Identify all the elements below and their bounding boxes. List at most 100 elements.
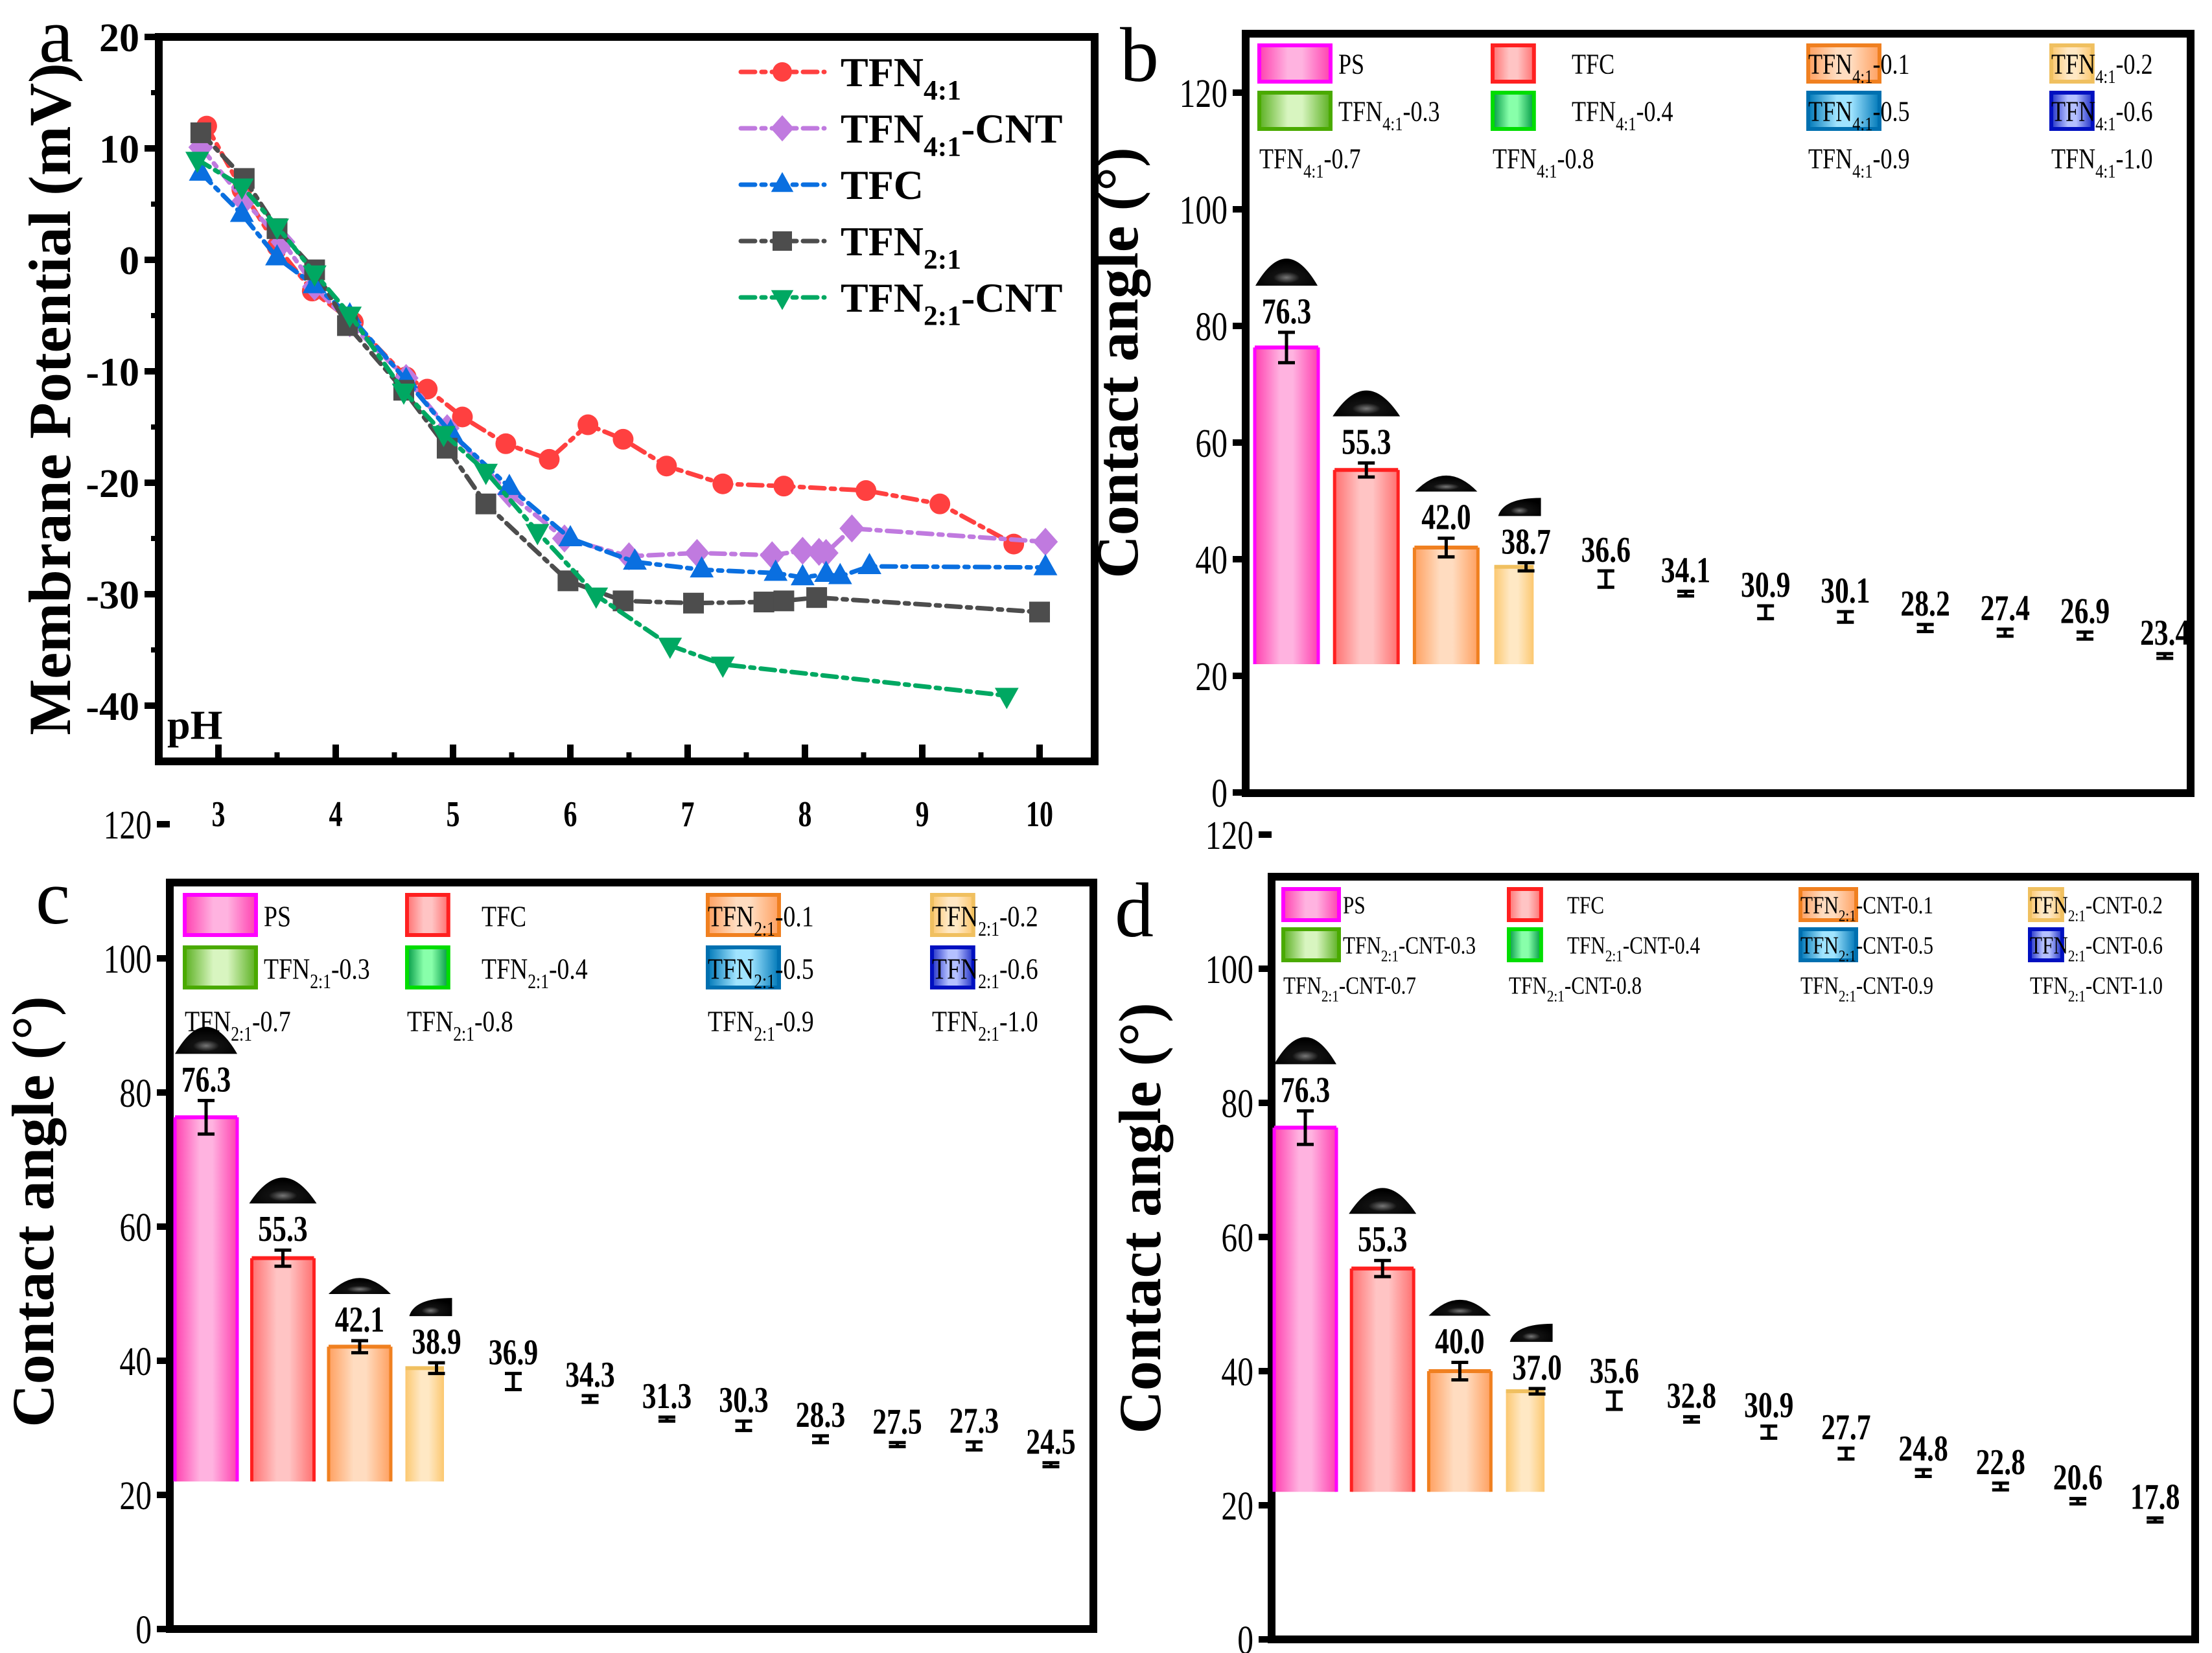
- water-droplet-image: [249, 1177, 317, 1204]
- label-suffix: -0.2: [2115, 48, 2152, 80]
- legend-item: TFN2:1-0.2: [930, 893, 1038, 941]
- legend-swatch: [1491, 43, 1536, 84]
- y-tick-label: 120: [1205, 814, 1253, 858]
- label-main: TFN: [1808, 48, 1852, 80]
- bar: [251, 1258, 314, 1482]
- legend-label: TFN4:1-0.2: [2051, 48, 2153, 87]
- label-main: TFN: [708, 901, 754, 933]
- label-subscript: 2:1: [1547, 988, 1565, 1006]
- bar-group: 26.9: [2060, 590, 2110, 641]
- legend-swatch: [706, 945, 781, 989]
- legend-label: TFN2:1-0.5: [708, 953, 814, 993]
- label-suffix: -0.7: [252, 1006, 291, 1038]
- legend-item: TFN2:1-0.3: [183, 945, 370, 993]
- label-main: TFN: [407, 1006, 453, 1038]
- data-point: [773, 590, 795, 612]
- legend-label: TFN2:1-0.4: [482, 953, 588, 993]
- label-subscript: 4:1: [2095, 113, 2115, 135]
- label-main: TFN: [932, 901, 978, 933]
- data-label: 24.5: [1026, 1421, 1075, 1461]
- legend-label: TFN2:1: [841, 218, 961, 275]
- data-label: 42.1: [335, 1299, 384, 1339]
- y-tick-label: 0: [119, 239, 139, 283]
- label-subscript: 2:1: [924, 300, 961, 331]
- label-subscript: 4:1: [2095, 161, 2115, 182]
- bar-group: 55.3: [1349, 1188, 1417, 1492]
- legend-label: TFN2:1-CNT-0.9: [1800, 972, 1933, 1006]
- bar: [405, 1368, 445, 1482]
- water-droplet-image: [1333, 390, 1401, 417]
- legend-label: TFN4:1-0.5: [1808, 95, 1910, 134]
- label-suffix: -CNT: [961, 106, 1062, 152]
- data-label: 37.0: [1512, 1347, 1561, 1387]
- data-point: [929, 493, 951, 514]
- data-point: [432, 426, 456, 448]
- label-subscript: 2:1: [1605, 947, 1623, 965]
- legend-label: TFN4:1-1.0: [2051, 143, 2153, 181]
- label-subscript: 2:1: [1839, 907, 1856, 925]
- legend-item: TFN4:1-0.8: [1493, 143, 1594, 181]
- data-label: 27.5: [872, 1401, 922, 1441]
- legend-item: TFN4:1-CNT: [738, 106, 1062, 162]
- label-suffix: -CNT-0.5: [1856, 932, 1933, 960]
- legend-label: TFN2:1-0.8: [407, 1006, 513, 1046]
- bar-group: 30.1: [1821, 570, 1870, 624]
- data-point: [690, 556, 714, 578]
- data-label: 20.6: [2053, 1457, 2102, 1497]
- data-label: 36.9: [489, 1332, 538, 1372]
- x-tick-label: 9: [915, 794, 929, 834]
- label-suffix: -CNT-0.3: [1399, 932, 1476, 960]
- data-point: [763, 559, 788, 581]
- water-droplet-image: [1255, 259, 1318, 286]
- label-subscript: 2:1: [1381, 947, 1399, 965]
- data-point: [656, 456, 677, 477]
- legend-marker: [773, 231, 792, 251]
- label-main: TFN: [841, 218, 924, 264]
- data-point: [525, 524, 550, 546]
- label-subscript: 2:1: [2068, 988, 2086, 1006]
- legend-swatch: [1281, 887, 1341, 922]
- label-main: TFC: [482, 901, 526, 933]
- label-subscript: 2:1: [754, 919, 775, 941]
- bar-group: 42.1: [327, 1278, 393, 1482]
- label-main: TFN: [841, 49, 924, 95]
- label-main: TFN: [2051, 95, 2095, 127]
- legend-label: TFC: [482, 901, 526, 933]
- legend-item: TFC: [405, 893, 526, 937]
- bar-group: 37.0: [1506, 1323, 1562, 1492]
- legend-label: TFN2:1-0.6: [932, 953, 1038, 993]
- bar-group: 55.3: [249, 1177, 317, 1482]
- label-suffix: -CNT-1.0: [2086, 972, 2163, 1000]
- bar: [1334, 470, 1399, 664]
- y-tick-label: 80: [1221, 1082, 1253, 1126]
- data-point: [303, 265, 327, 287]
- bar-group: 76.3: [1272, 1037, 1338, 1492]
- label-subscript: 4:1: [924, 75, 961, 106]
- y-tick-label: 40: [119, 1340, 152, 1384]
- legend-item: TFN2:1-CNT-0.1: [1799, 887, 1933, 925]
- label-main: TFN: [841, 275, 924, 321]
- legend-item: TFN2:1-0.6: [930, 945, 1038, 993]
- label-subscript: 2:1: [2068, 947, 2086, 965]
- legend-swatch: [183, 945, 258, 989]
- legend-marker: [771, 290, 794, 310]
- legend-item: TFN2:1-0.5: [706, 945, 814, 993]
- label-main: TFN: [1808, 143, 1852, 174]
- label-main: TFC: [841, 162, 924, 208]
- data-point: [856, 480, 877, 502]
- data-label: 22.8: [1976, 1442, 2025, 1482]
- data-point: [828, 562, 852, 584]
- data-point: [495, 433, 517, 454]
- legend-item: TFN4:1-0.4: [1491, 91, 1673, 134]
- label-suffix: -CNT-0.1: [1856, 892, 1933, 919]
- legend-item: TFN2:1-CNT-0.5: [1799, 927, 1933, 965]
- bar-group: 30.3: [719, 1380, 769, 1433]
- data-point: [683, 592, 704, 614]
- legend-swatch: [1257, 91, 1333, 131]
- legend-item: PS: [183, 893, 291, 937]
- label-main: TFN: [1808, 95, 1852, 127]
- legend-item: TFN4:1-0.2: [2049, 43, 2153, 87]
- bar-group: 36.9: [489, 1332, 538, 1392]
- label-main: TFN: [2051, 143, 2095, 174]
- label-main: TFN: [841, 106, 924, 152]
